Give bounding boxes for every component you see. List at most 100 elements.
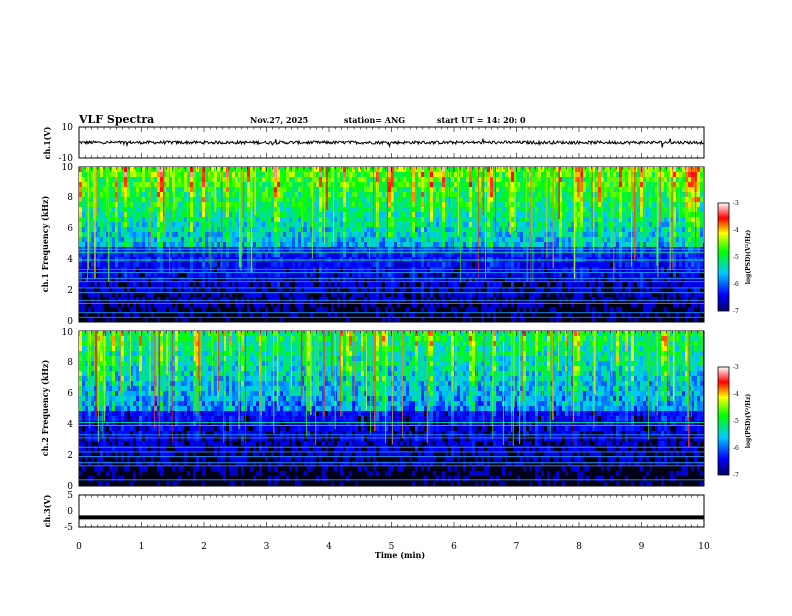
- spectrogram-cell: [136, 237, 139, 242]
- spectrogram-cell: [205, 192, 208, 197]
- spectrogram-cell: [199, 172, 202, 177]
- spectrogram-cell: [391, 257, 394, 262]
- spectrogram-cell: [181, 197, 184, 202]
- ch1-waveform-ylabel: ch.1(V): [42, 126, 52, 159]
- spectrogram-cell: [181, 167, 184, 172]
- spectrogram-cell: [487, 207, 490, 212]
- spectrogram-cell: [283, 307, 286, 312]
- spectrogram-cell: [175, 187, 178, 192]
- spectrogram-cell: [166, 202, 169, 207]
- spectrogram-cell: [244, 177, 247, 182]
- spectrogram-cell: [583, 212, 586, 217]
- spectrogram-cell: [616, 217, 619, 222]
- spectrogram-cell: [178, 212, 181, 217]
- spectrogram-cell: [142, 182, 145, 187]
- spectrogram-cell: [277, 212, 280, 217]
- spectrogram-cell: [346, 242, 349, 247]
- spectrogram-cell: [292, 172, 295, 177]
- spectrogram-cell: [235, 297, 238, 302]
- spectrogram-cell: [472, 207, 475, 212]
- spectrogram-cell: [382, 197, 385, 202]
- spectrogram-cell: [82, 207, 85, 212]
- spectrogram-cell: [583, 217, 586, 222]
- spectrogram-cell: [247, 252, 250, 257]
- spectrogram-cell: [277, 182, 280, 187]
- spectrogram-cell: [430, 167, 433, 172]
- spectrogram-cell: [547, 187, 550, 192]
- spectrogram-cell: [190, 217, 193, 222]
- spectrogram-cell: [451, 192, 454, 197]
- spectrogram-cell: [262, 197, 265, 202]
- spectrogram-cell: [190, 307, 193, 312]
- spectrogram-cell: [499, 262, 502, 267]
- spectrogram-cell: [595, 227, 598, 232]
- spectrogram-cell: [541, 217, 544, 222]
- spectrogram-cell: [193, 172, 196, 177]
- spectrogram-cell: [580, 297, 583, 302]
- spectrogram-cell: [502, 302, 505, 307]
- spectrogram-cell: [109, 202, 112, 207]
- spectrogram-cell: [532, 252, 535, 257]
- spectrogram-cell: [586, 167, 589, 172]
- spectrogram-cell: [604, 182, 607, 187]
- spectrogram-cell: [91, 252, 94, 257]
- spectrogram-cell: [454, 252, 457, 257]
- spectrogram-cell: [433, 197, 436, 202]
- spectrogram-cell: [295, 262, 298, 267]
- spectrogram-cell: [391, 232, 394, 237]
- spectrogram-cell: [310, 282, 313, 287]
- spectrogram-cell: [256, 282, 259, 287]
- spectrogram-cell: [352, 227, 355, 232]
- spectrogram-cell: [163, 227, 166, 232]
- spectrogram-cell: [190, 177, 193, 182]
- spectrogram-cell: [595, 177, 598, 182]
- spectrogram-cell: [472, 187, 475, 192]
- spectrogram-cell: [589, 187, 592, 192]
- spectrogram-cell: [118, 237, 121, 242]
- spectrogram-cell: [172, 212, 175, 217]
- spectrogram-cell: [160, 307, 163, 312]
- spectrogram-cell: [412, 222, 415, 227]
- spectrogram-cell: [505, 302, 508, 307]
- spectrogram-cell: [199, 217, 202, 222]
- spectrogram-cell: [349, 217, 352, 222]
- spectrogram-cell: [439, 262, 442, 267]
- spectrogram-cell: [304, 232, 307, 237]
- spectrogram-cell: [403, 167, 406, 172]
- spectrogram-cell: [247, 192, 250, 197]
- spectrogram-cell: [409, 237, 412, 242]
- spectrogram-cell: [280, 262, 283, 267]
- spectrogram-cell: [568, 167, 571, 172]
- spectrogram-cell: [502, 237, 505, 242]
- spectrogram-cell: [361, 252, 364, 257]
- spectrogram-cell: [154, 207, 157, 212]
- spectrogram-cell: [334, 202, 337, 207]
- spectrogram-cell: [361, 207, 364, 212]
- spectrogram-cell: [406, 227, 409, 232]
- spectrogram-cell: [475, 282, 478, 287]
- spectrogram-cell: [364, 222, 367, 227]
- spectrogram-cell: [79, 262, 82, 267]
- spectrogram-cell: [394, 232, 397, 237]
- spectrogram-cell: [301, 252, 304, 257]
- spectrogram-cell: [607, 212, 610, 217]
- spectrogram-cell: [79, 302, 82, 307]
- spectrogram-cell: [565, 192, 568, 197]
- spectrogram-cell: [406, 222, 409, 227]
- spectrogram-cell: [403, 252, 406, 257]
- spectrogram-cell: [388, 237, 391, 242]
- spectrogram-cell: [217, 197, 220, 202]
- spectrogram-cell: [409, 217, 412, 222]
- spectrogram-cell: [172, 262, 175, 267]
- spectrogram-cell: [541, 262, 544, 267]
- spectrogram-cell: [187, 242, 190, 247]
- spectrogram-cell: [316, 217, 319, 222]
- spectrogram-cell: [397, 227, 400, 232]
- spectrogram-cell: [82, 187, 85, 192]
- spectrogram-cell: [112, 237, 115, 242]
- spectrogram-cell: [196, 192, 199, 197]
- spectrogram-cell: [100, 207, 103, 212]
- spectrogram-cell: [520, 212, 523, 217]
- spectrogram-cell: [493, 282, 496, 287]
- spectrogram-cell: [214, 217, 217, 222]
